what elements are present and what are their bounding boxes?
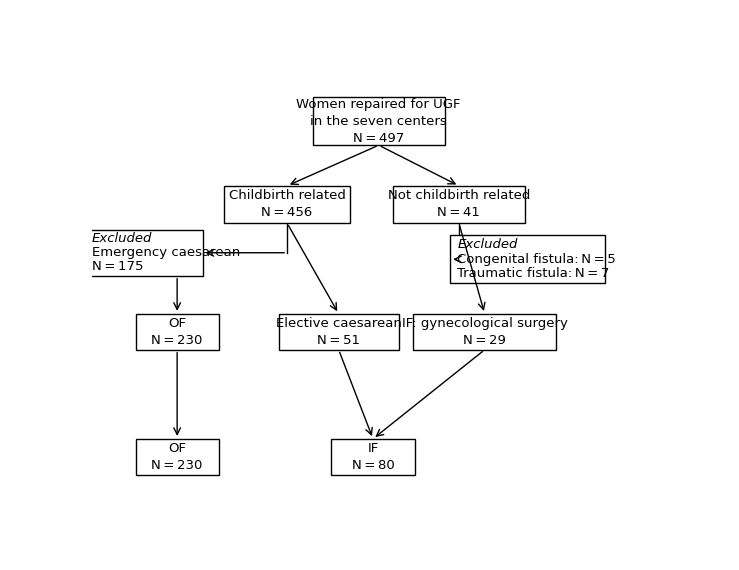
- Text: Not childbirth related
N = 41: Not childbirth related N = 41: [388, 189, 530, 219]
- Text: Childbirth related
N = 456: Childbirth related N = 456: [228, 189, 346, 219]
- FancyBboxPatch shape: [313, 97, 445, 145]
- FancyBboxPatch shape: [136, 314, 219, 350]
- FancyBboxPatch shape: [136, 439, 219, 475]
- Text: Elective caesarean
N = 51: Elective caesarean N = 51: [276, 317, 401, 347]
- Text: Women repaired for UGF
in the seven centers
N = 497: Women repaired for UGF in the seven cent…: [296, 97, 461, 145]
- Text: Traumatic fistula: N = 7: Traumatic fistula: N = 7: [457, 267, 610, 280]
- Text: OF
N = 230: OF N = 230: [151, 317, 202, 347]
- FancyBboxPatch shape: [224, 186, 350, 223]
- Text: Emergency caesarean: Emergency caesarean: [92, 246, 240, 259]
- FancyBboxPatch shape: [413, 314, 556, 350]
- FancyBboxPatch shape: [279, 314, 399, 350]
- Text: OF
N = 230: OF N = 230: [151, 442, 202, 472]
- Text: IF
N = 80: IF N = 80: [352, 442, 395, 472]
- Text: Excluded: Excluded: [457, 238, 517, 251]
- Text: Congenital fistula: N = 5: Congenital fistula: N = 5: [457, 253, 616, 266]
- FancyBboxPatch shape: [393, 186, 525, 223]
- FancyBboxPatch shape: [450, 235, 605, 283]
- Text: Excluded: Excluded: [92, 232, 152, 245]
- FancyBboxPatch shape: [332, 439, 415, 475]
- Text: N = 175: N = 175: [92, 260, 143, 273]
- Text: IF: gynecological surgery
N = 29: IF: gynecological surgery N = 29: [402, 317, 568, 347]
- FancyBboxPatch shape: [85, 230, 202, 276]
